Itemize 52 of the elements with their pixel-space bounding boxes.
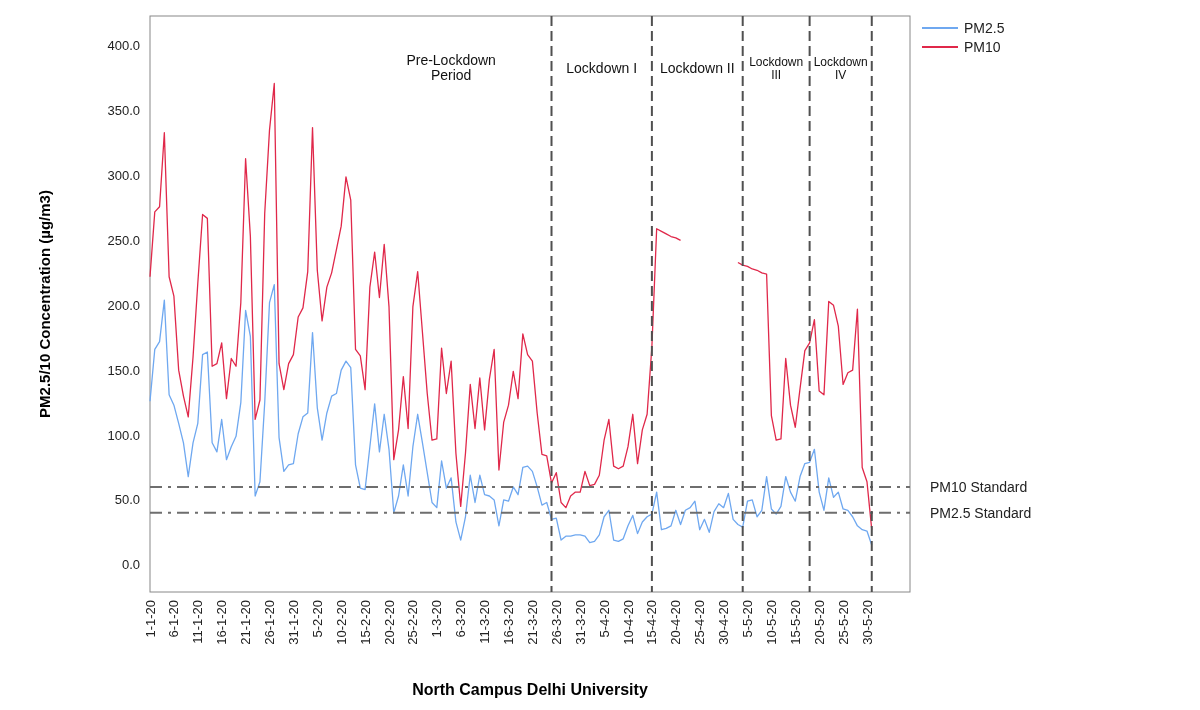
x-tick-label: 20-2-20 (381, 600, 397, 645)
x-tick-label: 10-2-20 (333, 600, 349, 645)
x-tick-label: 6-3-20 (453, 600, 469, 638)
y-tick-label: 300.0 (107, 168, 140, 184)
y-tick-label: 250.0 (107, 232, 140, 248)
y-tick-label: 100.0 (107, 427, 140, 443)
x-tick-label: 31-3-20 (572, 600, 588, 645)
x-tick-label: 15-5-20 (787, 600, 803, 645)
annotation: Lockdown IV (813, 54, 868, 82)
x-tick-label: 16-1-20 (214, 600, 230, 645)
x-tick-label: 25-2-20 (405, 600, 421, 645)
x-tick-label: 5-5-20 (740, 600, 756, 638)
x-tick-label: 26-3-20 (548, 600, 564, 645)
x-tick-label: 10-5-20 (763, 600, 779, 645)
x-tick-label: 6-1-20 (166, 600, 182, 638)
x-tick-label: 16-3-20 (501, 600, 517, 645)
y-tick-label: 0.0 (121, 557, 140, 573)
x-tick-label: 5-4-20 (596, 600, 612, 638)
x-tick-label: 1-3-20 (429, 600, 445, 638)
x-tick-label: 15-2-20 (357, 600, 373, 645)
x-tick-label: 15-4-20 (644, 600, 660, 645)
x-tick-label: 11-3-20 (477, 600, 493, 644)
annotation: Lockdown I (566, 59, 638, 76)
y-tick-label: 50.0 (114, 492, 140, 508)
x-axis-title: North Campus Delhi University (412, 681, 648, 698)
y-tick-label: 200.0 (107, 297, 140, 313)
legend-label: PM2.5 (964, 19, 1005, 36)
x-tick-label: 31-1-20 (285, 600, 301, 645)
x-tick-label: 25-4-20 (692, 600, 708, 645)
x-tick-label: 20-5-20 (811, 600, 827, 645)
y-tick-label: 400.0 (107, 38, 140, 54)
annotation: Pre-Lockdown Period (406, 52, 496, 84)
x-tick-label: 26-1-20 (262, 600, 278, 645)
x-tick-label: 30-5-20 (859, 600, 875, 645)
annotation: Lockdown II (659, 59, 735, 76)
x-tick-label: 21-1-20 (238, 600, 254, 645)
y-tick-label: 150.0 (107, 362, 140, 378)
ref-line-label: PM10 Standard (930, 478, 1028, 495)
x-tick-label: 5-2-20 (309, 600, 325, 638)
x-tick-label: 25-5-20 (835, 600, 851, 645)
x-tick-label: 10-4-20 (620, 600, 636, 645)
y-axis-title: PM2.5/10 Concentration (µg/m3) (36, 190, 53, 418)
y-tick-label: 350.0 (107, 103, 140, 119)
annotation: Lockdown III (749, 54, 804, 82)
x-tick-label: 21-3-20 (524, 600, 540, 645)
x-tick-label: 11-1-20 (190, 600, 206, 644)
ref-line-label: PM2.5 Standard (930, 504, 1032, 521)
x-tick-label: 1-1-20 (142, 600, 158, 638)
line-series (149, 283, 873, 546)
x-tick-label: 30-4-20 (716, 600, 732, 645)
legend-label: PM10 (964, 38, 1001, 55)
x-tick-label: 20-4-20 (668, 600, 684, 645)
